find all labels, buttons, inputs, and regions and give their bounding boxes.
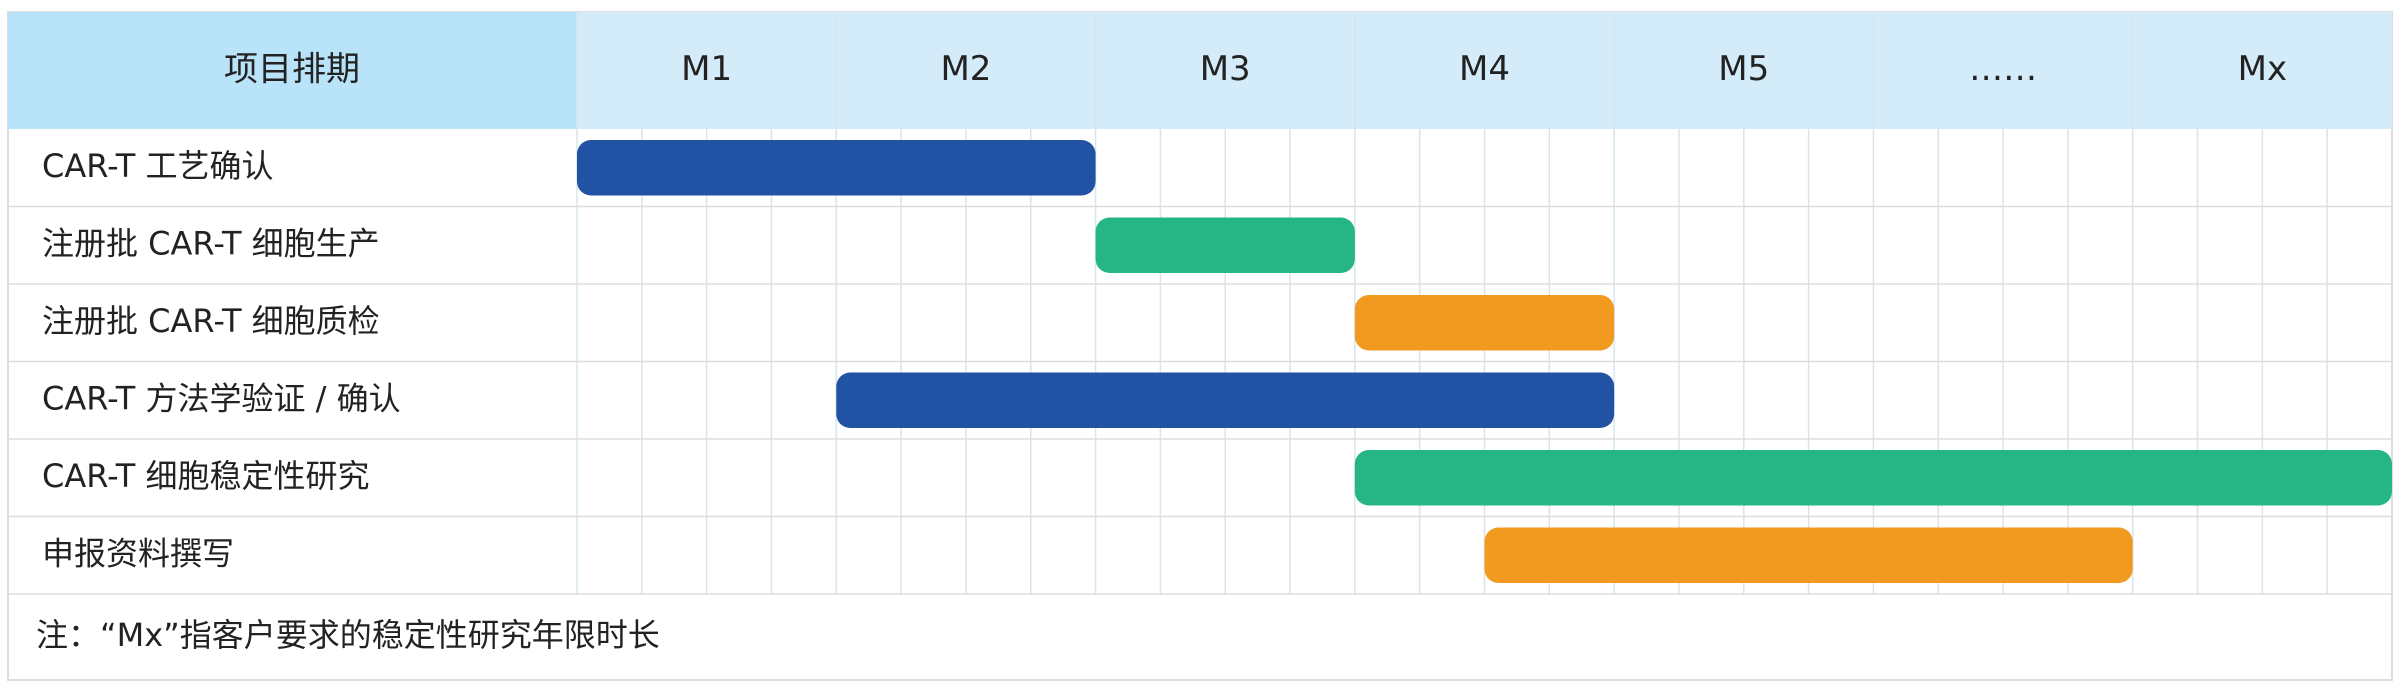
header-band	[577, 12, 2392, 129]
task-bar	[577, 140, 1096, 196]
month-label: Mx	[2238, 49, 2287, 89]
month-label: M3	[1200, 49, 1251, 89]
month-label: M1	[681, 49, 732, 89]
task-bar	[1354, 450, 2392, 506]
corner-cell	[8, 12, 577, 129]
corner-label: 项目排期	[224, 50, 360, 90]
task-bar	[1095, 217, 1355, 273]
task-label: CAR-T 工艺确认	[42, 147, 274, 185]
task-bar	[1354, 295, 1615, 351]
task-label: 申报资料撰写	[42, 534, 234, 572]
month-label: M4	[1459, 49, 1510, 89]
task-label: CAR-T 方法学验证 / 确认	[42, 379, 401, 417]
task-bar	[1484, 527, 2133, 583]
month-label: ……	[1969, 49, 2037, 89]
task-label: 注册批 CAR-T 细胞生产	[42, 224, 380, 262]
task-label: CAR-T 细胞稳定性研究	[42, 457, 370, 495]
task-bar	[836, 372, 1615, 428]
task-label: 注册批 CAR-T 细胞质检	[42, 302, 380, 340]
month-label: M2	[940, 49, 991, 89]
note: 注：“Mx”指客户要求的稳定性研究年限时长	[36, 616, 660, 654]
month-label: M5	[1718, 49, 1769, 89]
